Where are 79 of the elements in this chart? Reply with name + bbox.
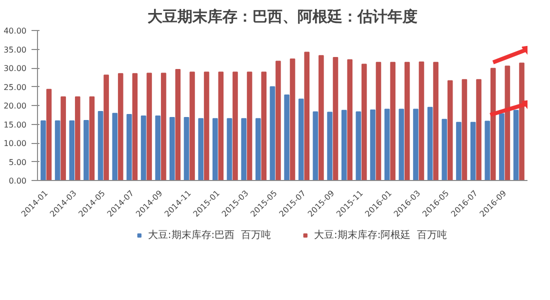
y-tick-label: 10.00 bbox=[4, 139, 27, 148]
y-tick-label: 25.00 bbox=[4, 82, 27, 92]
bar bbox=[155, 116, 160, 180]
chart-title: 大豆期末库存：巴西、阿根廷：估计年度 bbox=[148, 8, 418, 26]
bar bbox=[54, 120, 60, 180]
bar bbox=[304, 52, 310, 180]
bar bbox=[413, 108, 418, 180]
bar bbox=[175, 69, 181, 180]
bar bbox=[398, 108, 404, 180]
bar bbox=[255, 118, 261, 180]
bar bbox=[270, 86, 276, 180]
bar bbox=[356, 111, 362, 180]
bar bbox=[74, 96, 80, 180]
bar bbox=[246, 72, 252, 180]
y-tick-label: 5.00 bbox=[8, 158, 26, 167]
bar bbox=[84, 120, 89, 180]
y-tick-label: 15.00 bbox=[4, 120, 27, 130]
bar bbox=[89, 96, 95, 180]
bar bbox=[490, 68, 496, 180]
bar bbox=[132, 73, 138, 180]
bar bbox=[427, 106, 433, 180]
bar bbox=[160, 72, 166, 180]
bar bbox=[513, 110, 519, 180]
bar bbox=[241, 118, 246, 180]
legend-label: 大豆:期末库存:阿根廷 百万吨 bbox=[314, 228, 448, 242]
bar bbox=[390, 62, 396, 180]
bar bbox=[212, 118, 218, 180]
bar bbox=[376, 62, 382, 180]
bar bbox=[104, 74, 109, 180]
bar bbox=[204, 72, 210, 180]
bar bbox=[46, 88, 52, 180]
bar bbox=[347, 59, 352, 180]
bar bbox=[226, 118, 232, 180]
bar bbox=[232, 72, 238, 180]
bar bbox=[190, 72, 195, 180]
bar bbox=[332, 57, 338, 180]
bar bbox=[146, 72, 152, 180]
bar bbox=[184, 117, 190, 180]
bar bbox=[284, 94, 290, 180]
y-tick-label: 30.00 bbox=[4, 64, 27, 73]
bar bbox=[462, 79, 468, 180]
bar bbox=[404, 62, 410, 180]
bar bbox=[327, 112, 332, 180]
bar bbox=[341, 110, 347, 180]
bar bbox=[456, 122, 462, 180]
bar bbox=[312, 111, 318, 180]
bar bbox=[276, 60, 281, 180]
bar bbox=[484, 120, 490, 180]
bar bbox=[418, 62, 424, 180]
bar bbox=[98, 111, 104, 180]
bar bbox=[476, 79, 482, 180]
bar bbox=[447, 80, 453, 180]
bar bbox=[290, 58, 296, 180]
y-tick-label: 20.00 bbox=[4, 102, 27, 110]
y-tick-label: 0.00 bbox=[8, 176, 26, 186]
bar bbox=[362, 64, 367, 180]
bar bbox=[433, 62, 438, 180]
bar bbox=[298, 98, 304, 180]
bar bbox=[470, 122, 476, 180]
bar bbox=[60, 96, 66, 180]
bar bbox=[69, 120, 75, 180]
bar bbox=[370, 110, 376, 180]
bar bbox=[126, 114, 132, 180]
bar bbox=[118, 73, 124, 180]
bar bbox=[140, 116, 146, 180]
y-tick-label: 35.00 bbox=[4, 45, 27, 54]
legend-label: 大豆:期末库存:巴西 百万吨 bbox=[148, 228, 271, 242]
y-tick-label: 40.00 bbox=[4, 26, 27, 36]
bar bbox=[384, 108, 390, 180]
bar bbox=[504, 66, 510, 180]
bar bbox=[499, 113, 504, 180]
bar bbox=[442, 118, 448, 180]
bar bbox=[218, 72, 224, 180]
bar bbox=[40, 120, 46, 180]
bar bbox=[318, 55, 324, 180]
bar bbox=[170, 117, 175, 180]
bar bbox=[261, 72, 267, 180]
bar bbox=[112, 112, 118, 180]
bar bbox=[198, 118, 204, 180]
